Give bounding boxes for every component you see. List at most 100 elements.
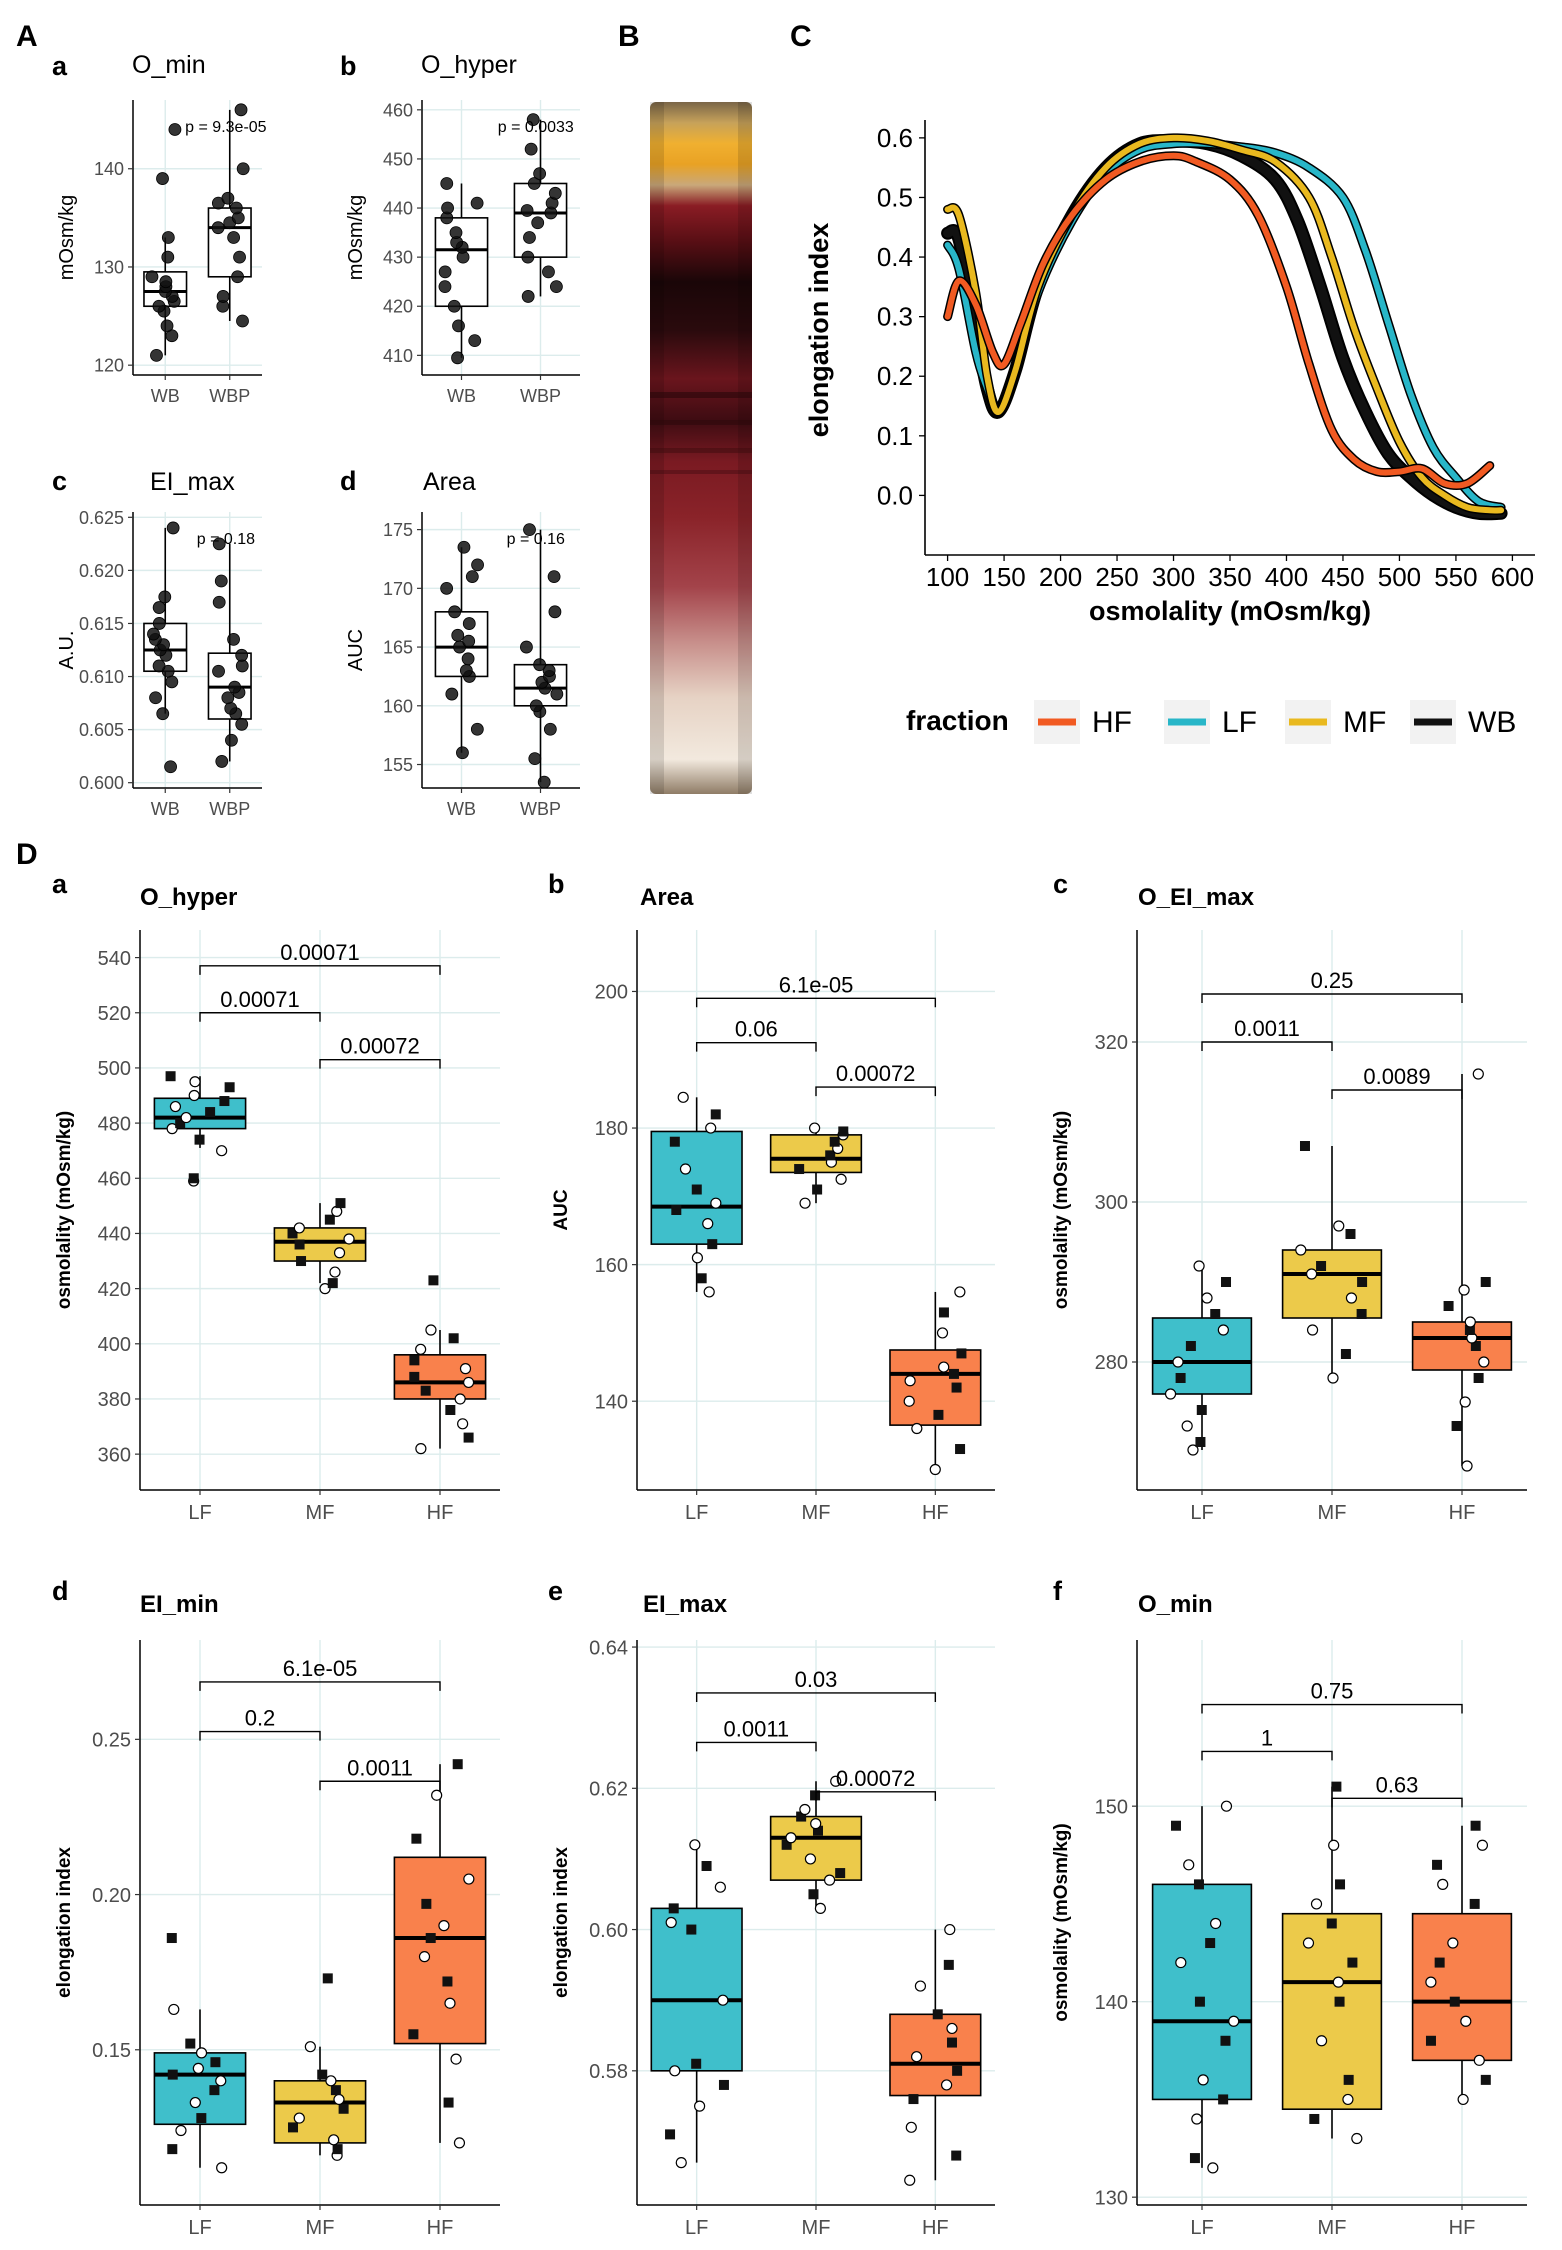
x-tick-label: LF (1190, 1502, 1213, 1524)
box-MF (273, 2080, 367, 2144)
y-tick-label: 0.625 (79, 508, 124, 528)
data-point (1189, 2153, 1200, 2164)
data-point (808, 1889, 819, 1900)
chart-Dd: 0.15 0.20 0.25 LF MF HF EI_min d elongation inde… (52, 1576, 500, 2239)
x-tick-label: 400 (1265, 562, 1308, 592)
data-point (233, 250, 246, 264)
data-point (835, 1868, 846, 1879)
data-point (1315, 2035, 1328, 2047)
data-point (216, 1145, 228, 1157)
data-point (1434, 1957, 1445, 1968)
data-point (333, 2093, 345, 2106)
data-point (529, 699, 543, 713)
y-tick-label: 460 (98, 1168, 131, 1190)
data-point (905, 2121, 917, 2133)
data-point (454, 1393, 466, 1405)
y-tick-label: 130 (1095, 2187, 1128, 2209)
y-tick-label: 430 (383, 248, 413, 268)
data-point (796, 1811, 807, 1822)
data-point (1473, 1373, 1484, 1383)
data-point (548, 186, 562, 200)
data-point (810, 1818, 822, 1830)
panel-letter-D: D (16, 838, 38, 871)
x-tick-label: HF (427, 2217, 454, 2239)
data-point (343, 1233, 355, 1245)
data-point (1218, 2094, 1229, 2105)
y-tick-label: 0.5 (877, 182, 913, 212)
data-point (164, 760, 177, 774)
significance-bracket (199, 1681, 441, 1691)
data-point (531, 216, 545, 230)
data-point (450, 2053, 462, 2065)
box-LF (1151, 1883, 1253, 2101)
significance-label: 0.06 (735, 1017, 778, 1042)
data-point (461, 652, 475, 666)
data-point (1464, 1316, 1476, 1328)
y-tick-label: 180 (595, 1118, 628, 1140)
data-point (1480, 1277, 1491, 1287)
data-point (665, 2129, 676, 2140)
chart-title: EI_max (643, 1591, 728, 1618)
data-point (694, 2100, 706, 2112)
data-point (165, 675, 179, 689)
box-LF (650, 1130, 743, 1245)
box-HF (889, 2013, 982, 2097)
data-point (825, 1150, 836, 1161)
data-point (1205, 1938, 1216, 1949)
chart-letter: c (52, 466, 67, 496)
x-tick-label: 550 (1434, 562, 1477, 592)
data-point (443, 2097, 454, 2108)
box-LF (650, 1907, 743, 2072)
x-tick-label: MF (306, 2217, 335, 2239)
data-point (1425, 2035, 1436, 2046)
data-point (196, 2113, 207, 2124)
data-point (470, 196, 484, 210)
x-tick-label: 100 (926, 562, 969, 592)
significance-bracket (1201, 993, 1463, 1003)
data-point (224, 1082, 235, 1093)
data-point (152, 299, 166, 313)
box-LF (1151, 1317, 1253, 1395)
y-tick-label: 140 (94, 159, 124, 179)
data-point (1476, 1839, 1489, 1851)
data-point (1295, 1244, 1307, 1256)
data-point (911, 1422, 923, 1435)
y-tick-label: 0.3 (877, 302, 913, 332)
chart-letter: f (1053, 1576, 1063, 1606)
chart-title: O_hyper (140, 884, 237, 911)
legend-label-MF: MF (1343, 706, 1386, 739)
x-tick-label: WB (447, 799, 476, 819)
data-point (521, 250, 535, 264)
data-point (691, 2058, 702, 2069)
y-tick-label: 0.25 (92, 1730, 131, 1752)
data-point (809, 1122, 821, 1134)
data-point (438, 265, 452, 279)
data-point (1469, 1898, 1480, 1909)
significance-bracket (1201, 1750, 1333, 1761)
x-tick-label: 450 (1321, 562, 1364, 592)
box-HF (1411, 1321, 1513, 1371)
data-point (1447, 1937, 1459, 1949)
data-point (914, 1980, 927, 1992)
data-point (468, 334, 482, 348)
significance-bracket (199, 1730, 321, 1741)
chart-Db: 140 160 180 200 LF MF HF Area b AUC 6.1e-050.06 0.0… (548, 869, 995, 1524)
data-point (1197, 2074, 1209, 2086)
data-point (705, 1122, 717, 1134)
x-tick-label: WBP (209, 386, 250, 406)
data-point (1347, 1957, 1358, 1968)
chart-letter: b (340, 51, 357, 81)
significance-label: 0.25 (1311, 968, 1354, 993)
data-point (1457, 2093, 1469, 2106)
data-point (440, 177, 454, 190)
data-point (453, 2137, 466, 2149)
legend-label-WB: WB (1468, 706, 1516, 739)
data-point (932, 2009, 943, 2020)
data-point (523, 523, 536, 537)
data-point (669, 1136, 680, 1147)
data-point (520, 640, 533, 654)
y-tick-label: 0.2 (877, 361, 913, 391)
data-point (955, 1444, 966, 1455)
data-point (440, 581, 454, 595)
x-tick-label: 200 (1039, 562, 1082, 592)
